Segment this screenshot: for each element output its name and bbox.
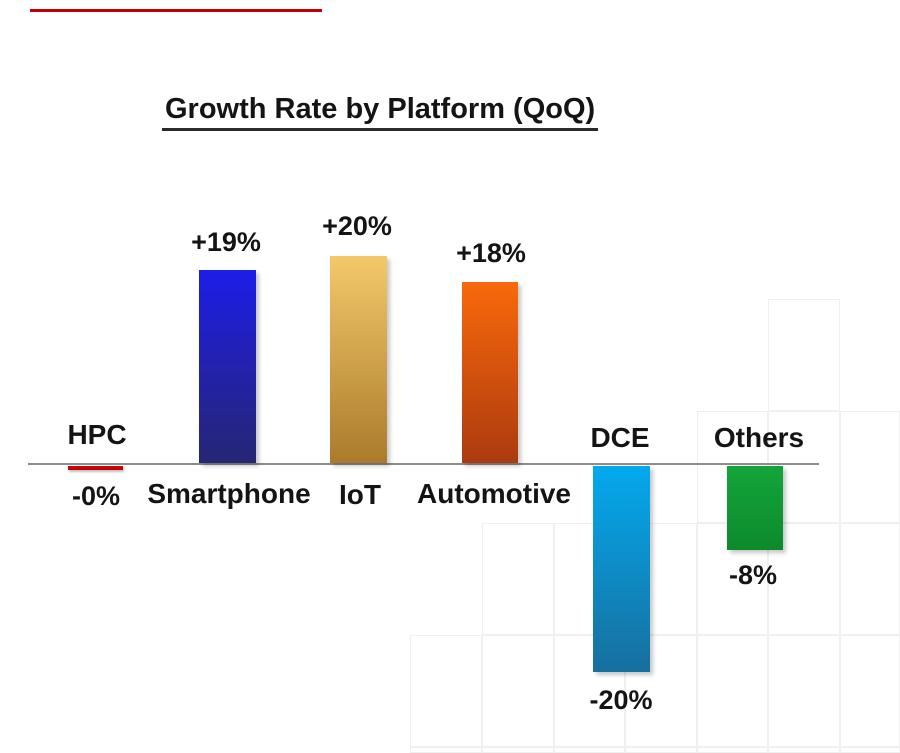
category-label-automotive: Automotive <box>417 478 571 509</box>
background-grid-cell <box>768 299 840 411</box>
value-label-smartphone: +19% <box>191 227 261 257</box>
bar-smartphone <box>199 270 256 463</box>
category-label-dce: DCE <box>590 422 650 453</box>
value-label-others: -8% <box>728 560 778 590</box>
background-grid-cell <box>768 635 840 747</box>
background-grid-cell <box>482 523 554 635</box>
bar-others <box>727 466 783 550</box>
value-label-automotive: +18% <box>456 238 526 268</box>
category-label-hpc: HPC <box>67 419 127 450</box>
background-grid-cell <box>410 747 482 753</box>
bar-automotive <box>462 282 518 463</box>
value-label-hpc: -0% <box>71 481 121 511</box>
background-grid-cell <box>840 523 900 635</box>
bar-iot <box>330 256 387 463</box>
category-label-others: Others <box>713 422 805 453</box>
background-grid-cell <box>554 747 625 753</box>
category-label-iot: IoT <box>339 479 381 510</box>
background-grid-cell <box>840 635 900 747</box>
background-grid-cell <box>410 635 482 747</box>
background-grid-cell <box>840 411 900 523</box>
value-label-dce: -20% <box>589 685 653 715</box>
background-grid-cell <box>697 635 768 747</box>
top-accent-line <box>30 9 322 12</box>
background-grid-cell <box>840 747 900 753</box>
background-grid-cell <box>697 747 768 753</box>
bar-dce <box>593 466 650 672</box>
chart-title: Growth Rate by Platform (QoQ) <box>162 93 599 132</box>
bar-hpc <box>68 466 123 470</box>
x-axis-line <box>28 463 819 465</box>
background-grid-cell <box>625 747 697 753</box>
value-label-iot: +20% <box>322 211 392 241</box>
background-grid-cell <box>768 747 840 753</box>
background-grid-cell <box>482 747 554 753</box>
background-grid-cell <box>482 635 554 747</box>
category-label-smartphone: Smartphone <box>147 478 311 509</box>
